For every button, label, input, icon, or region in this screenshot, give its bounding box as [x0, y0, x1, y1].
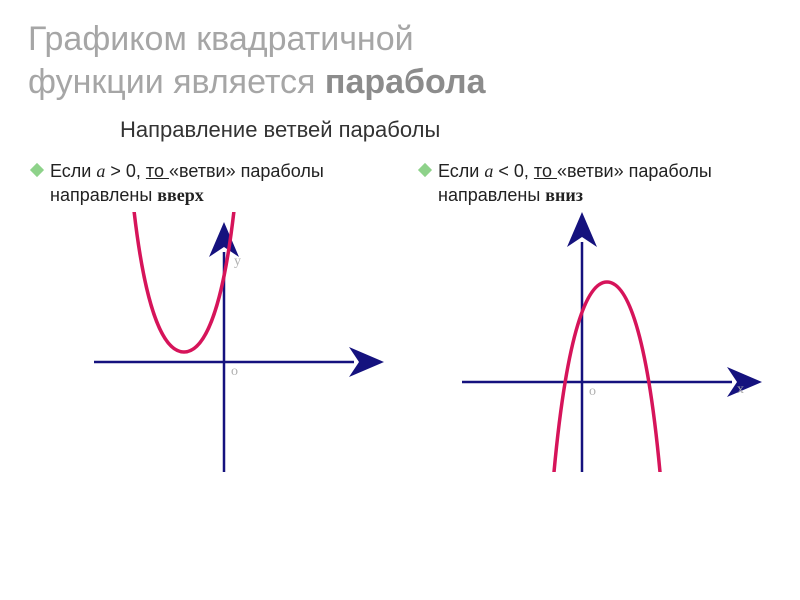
left-chart-holder: у о [24, 212, 388, 472]
right-description: Если а < 0, то «ветви» параболы направле… [412, 159, 776, 208]
left-to: то [146, 161, 169, 181]
right-x-label: х [737, 382, 744, 398]
title-line2-prefix: функции является [28, 63, 325, 101]
left-cond: > 0, [105, 161, 146, 181]
right-chart [412, 212, 772, 472]
title-emph: парабола [325, 63, 486, 101]
right-prefix: Если [438, 161, 484, 181]
left-column: Если а > 0, то «ветви» параболы направле… [24, 159, 388, 472]
left-dir: вверх [157, 185, 203, 205]
right-dir: вниз [545, 185, 583, 205]
right-desc-text: Если а < 0, то «ветви» параболы направле… [438, 159, 776, 208]
right-to: то [534, 161, 557, 181]
left-chart [24, 212, 384, 472]
left-description: Если а > 0, то «ветви» параболы направле… [24, 159, 388, 208]
subtitle: Направление ветвей параболы [120, 117, 800, 143]
left-y-label: у [234, 254, 241, 270]
right-o-label: о [589, 384, 596, 400]
columns-container: Если а > 0, то «ветви» параболы направле… [0, 143, 800, 472]
right-cond: < 0, [493, 161, 534, 181]
bullet-icon [418, 163, 432, 177]
slide-title: Графиком квадратичной функции является п… [0, 0, 800, 103]
right-chart-holder: х о [412, 212, 776, 472]
title-line1: Графиком квадратичной [28, 20, 414, 58]
left-prefix: Если [50, 161, 96, 181]
left-desc-text: Если а > 0, то «ветви» параболы направле… [50, 159, 388, 208]
left-o-label: о [231, 364, 238, 380]
right-column: Если а < 0, то «ветви» параболы направле… [412, 159, 776, 472]
bullet-icon [30, 163, 44, 177]
